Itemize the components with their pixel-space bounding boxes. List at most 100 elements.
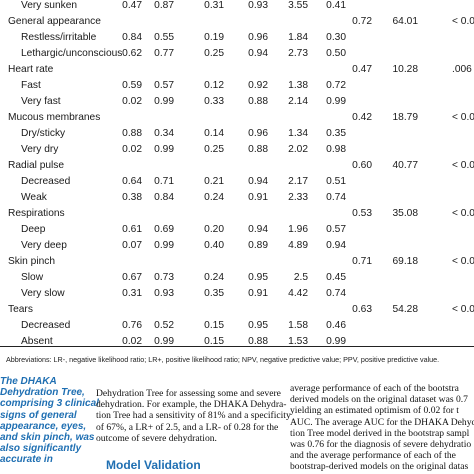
table-value-cell: 0.69 [154,224,174,235]
row-group-label: Respirations [8,208,65,219]
p-value-cell: < 0.0 [452,16,474,27]
row-sublabel: Slow [21,272,44,283]
row-group-label: Mucous membranes [8,112,101,123]
auc-cell: 0.42 [352,112,372,123]
table-value-cell: 0.99 [326,96,346,107]
p-value-cell: .006 [452,64,472,75]
body-text-right-column: average performance of each of the boots… [290,383,474,473]
table-value-cell: 0.94 [248,48,268,59]
table-value-cell: 0.50 [326,48,346,59]
table-value-cell: 0.93 [248,0,268,11]
row-group-label: Radial pulse [8,160,65,171]
p-value-cell: < 0.0 [452,160,474,171]
table-value-cell: 0.94 [248,176,268,187]
body-text-line: derived models on the original dataset w… [290,394,468,406]
table-value-cell: 2.5 [293,272,308,283]
table-value-cell: 0.99 [154,336,174,347]
table-value-cell: 0.47 [122,0,142,11]
table-value-cell: 0.93 [154,288,174,299]
table-value-cell: 0.45 [326,272,346,283]
body-text-line: AUC. The average AUC for the DHAKA Dehyd… [290,416,474,428]
table-value-cell: 0.57 [326,224,346,235]
table-value-cell: 0.25 [204,144,224,155]
body-text-line: dehydration. For example, the DHAKA Dehy… [96,399,287,411]
table-value-cell: 0.14 [204,128,224,139]
row-sublabel: Very deep [21,240,67,251]
auc-cell: 0.72 [352,16,372,27]
table-value-cell: 0.33 [204,96,224,107]
table-value-cell: 0.55 [154,32,174,43]
section-heading-model-validation: Model Validation [106,458,201,472]
table-value-cell: 0.35 [326,128,346,139]
table-value-cell: 1.34 [288,128,308,139]
p-value-cell: < 0.0 [452,112,474,123]
table-value-cell: 0.67 [122,272,142,283]
auc-cell: 0.47 [352,64,372,75]
table-value-cell: 0.15 [204,336,224,347]
pull-quote-line: appearance, eyes, [0,420,87,432]
row-sublabel: Decreased [21,320,71,331]
table-value-cell: 0.95 [248,320,268,331]
table-value-cell: 1.84 [288,32,308,43]
table-value-cell: 4.89 [288,240,308,251]
auc-cell: 0.71 [352,256,372,267]
table-value-cell: 0.20 [204,224,224,235]
table-value-cell: 0.88 [248,96,268,107]
table-value-cell: 0.94 [326,240,346,251]
table-value-cell: 0.38 [122,192,142,203]
table-bottom-rule [0,346,474,347]
pull-quote-line: accurate in [0,454,53,466]
table-value-cell: 0.87 [154,0,174,11]
body-text-line: average performance of each of the boots… [290,383,459,394]
row-group-label: Heart rate [8,64,54,75]
table-value-cell: 0.15 [204,320,224,331]
table-value-cell: 2.02 [288,144,308,155]
table-value-cell: 1.53 [288,336,308,347]
auc-cell: 0.63 [352,304,372,315]
chi-square-cell: 54.28 [392,304,419,315]
table-value-cell: 0.57 [154,80,174,91]
table-value-cell: 3.55 [288,0,308,11]
table-value-cell: 0.74 [326,192,346,203]
table-value-cell: 0.02 [122,336,142,347]
row-sublabel: Very dry [21,144,59,155]
table-value-cell: 0.19 [204,32,224,43]
pull-quote-line: comprising 3 clinical [0,398,99,410]
table-value-cell: 0.59 [122,80,142,91]
table-value-cell: 0.34 [154,128,174,139]
table-value-cell: 2.73 [288,48,308,59]
table-value-cell: 0.40 [204,240,224,251]
table-value-cell: 0.21 [204,176,224,187]
auc-cell: 0.53 [352,208,372,219]
table-value-cell: 0.99 [154,144,174,155]
table-footnote: Abbreviations: LR-, negative likelihood … [6,355,440,364]
table-value-cell: 0.07 [122,240,142,251]
pull-quote-line: signs of general [0,409,77,421]
row-group-label: General appearance [8,16,101,27]
row-sublabel: Restless/irritable [21,32,97,43]
body-text-line: and the average performance of each of t… [290,450,456,462]
table-value-cell: 0.89 [248,240,268,251]
row-sublabel: Absent [21,336,53,347]
table-value-cell: 2.17 [288,176,308,187]
row-sublabel: Deep [21,224,46,235]
row-sublabel: Decreased [21,176,71,187]
results-table: Very sunken 0.47 0.87 0.31 0.93 3.55 0.41 Gener… [8,0,474,347]
chi-square-cell: 40.77 [392,160,419,171]
table-value-cell: 0.64 [122,176,142,187]
table-value-cell: 0.46 [326,320,346,331]
body-text-middle-column: Dehydration Tree for assessing some and … [96,388,291,444]
table-value-cell: 0.98 [326,144,346,155]
table-value-cell: 2.14 [288,96,308,107]
chi-square-cell: 10.28 [392,64,419,75]
pull-quote-line: and skin pinch, was [0,432,95,444]
chi-square-cell: 18.79 [392,112,419,123]
table-value-cell: 0.88 [122,128,142,139]
table-value-cell: 0.88 [248,336,268,347]
table-value-cell: 0.99 [154,96,174,107]
table-value-cell: 0.99 [154,240,174,251]
table-value-cell: 0.02 [122,144,142,155]
table-value-cell: 0.76 [122,320,142,331]
pull-quote-line: The DHAKA [0,376,57,387]
table-value-cell: 0.73 [154,272,174,283]
